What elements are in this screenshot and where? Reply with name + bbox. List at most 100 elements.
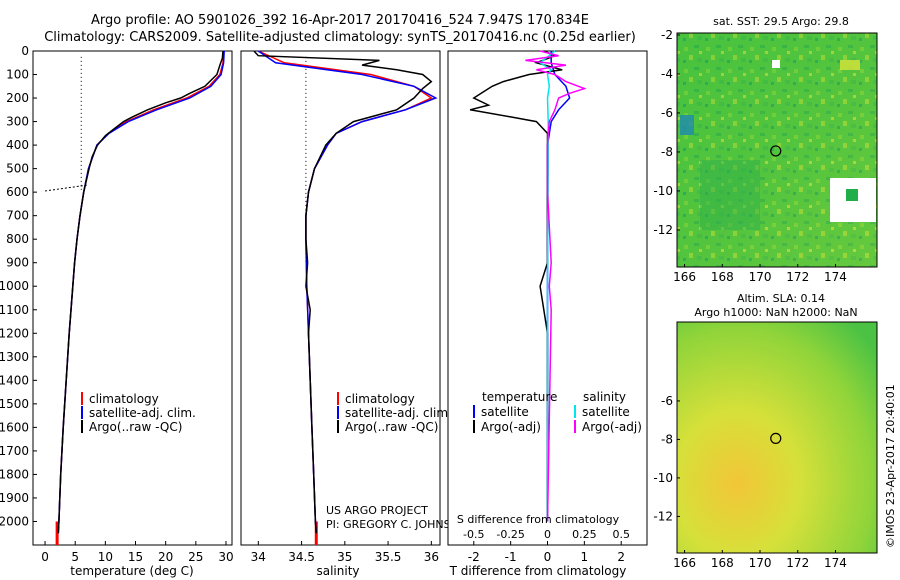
- difference-series: [469, 50, 587, 522]
- lon-tick-label: 166: [673, 270, 696, 284]
- sla-map-frame: [676, 321, 878, 554]
- pi-credit: PI: GREGORY C. JOHNSON: [326, 518, 467, 531]
- figure-title-line2: Climatology: CARS2009. Satellite-adjuste…: [44, 30, 636, 45]
- s-difference-label: S difference from climatology: [457, 513, 620, 526]
- sst-map-axes: 166 168 170 172 174 -2 -4 -6 -8 -10 -12: [653, 28, 847, 284]
- depth-tick-label: 1800: [0, 467, 29, 481]
- salinity-panel: 34 34.5 35 35.5 36 salinity climatology sate…: [240, 50, 467, 578]
- x-tick-label: -1: [505, 550, 517, 564]
- legend-title-salinity: salinity: [583, 390, 626, 404]
- sst-map-frame: [676, 32, 878, 268]
- figure-title-line1: Argo profile: AO 5901026_392 16-Apr-2017…: [91, 13, 589, 28]
- lon-tick-label: 174: [824, 556, 847, 570]
- salinity-axis-label: salinity: [316, 564, 359, 578]
- depth-tick-label: 800: [6, 232, 29, 246]
- depth-tick-label: 300: [6, 115, 29, 129]
- depth-tick-label: 900: [6, 256, 29, 270]
- depth-tick-label: 0: [21, 44, 29, 58]
- x-tick-label: 0: [544, 550, 552, 564]
- x-tick-label: -2: [468, 550, 480, 564]
- salinity-series: [253, 50, 438, 545]
- legend-temp-satellite: satellite: [481, 405, 529, 419]
- x-tick-label: 30: [218, 550, 233, 564]
- s-diff-tick-label: -0.5: [463, 528, 484, 541]
- depth-tick-label: 1500: [0, 397, 29, 411]
- depth-tick-label: 400: [6, 138, 29, 152]
- sla-map: Altim. SLA: 0.14 Argo h1000: NaN h2000: …: [653, 292, 878, 570]
- x-tick-label: 15: [128, 550, 143, 564]
- lat-tick-label: -12: [653, 223, 673, 237]
- sla-field: [677, 322, 877, 553]
- depth-tick-label: 1900: [0, 491, 29, 505]
- sla-map-title: Altim. SLA: 0.14: [737, 292, 825, 305]
- lon-tick-label: 172: [786, 270, 809, 284]
- depth-tick-label: 600: [6, 185, 29, 199]
- s-diff-tick-label: 0.25: [572, 528, 597, 541]
- depth-tick-label: 100: [6, 68, 29, 82]
- lon-tick-label: 166: [673, 556, 696, 570]
- sst-map-title: sat. SST: 29.5 Argo: 29.8: [713, 15, 849, 28]
- depth-tick-label: 1000: [0, 279, 29, 293]
- depth-tick-label: 700: [6, 209, 29, 223]
- lon-tick-label: 170: [749, 270, 772, 284]
- legend-satellite-adj-sal: satellite-adj. clim.: [345, 406, 452, 420]
- depth-tick-label: 1400: [0, 373, 29, 387]
- lon-tick-label: 168: [711, 270, 734, 284]
- depth-axis: 0 100 200 300 400 500 600 700 800 900 1000 1100 1200…: [0, 44, 37, 528]
- legend-argo-sal: Argo(..raw -QC): [345, 420, 438, 434]
- x-tick-label: 1: [581, 550, 589, 564]
- lat-tick-label: -2: [661, 28, 673, 42]
- depth-tick-label: 500: [6, 162, 29, 176]
- sla-map-axes: 166 168 170 172 174 -6 -8 -10 -12: [653, 394, 847, 570]
- legend-temp-argo: Argo(-adj): [481, 420, 541, 434]
- x-tick-label: 0: [41, 550, 49, 564]
- difference-x-axis: -2 -1 0 1 2 -0.5 -0.25 0 0.25 0.5: [463, 528, 630, 564]
- x-tick-label: 10: [98, 550, 113, 564]
- lat-tick-label: -8: [661, 145, 673, 159]
- depth-tick-label: 1600: [0, 420, 29, 434]
- temperature-axis-label: temperature (deg C): [70, 564, 193, 578]
- s-diff-tick-label: 0: [544, 528, 551, 541]
- lat-tick-label: -10: [653, 471, 673, 485]
- difference-panel: -2 -1 0 1 2 -0.5 -0.25 0 0.25 0.5 S difference fr…: [447, 50, 648, 578]
- x-tick-label: 34.5: [288, 550, 315, 564]
- legend-satellite-adj: satellite-adj. clim.: [89, 406, 196, 420]
- legend-argo: Argo(..raw -QC): [89, 420, 182, 434]
- legend-sal-satellite: satellite: [582, 405, 630, 419]
- x-tick-label: 5: [71, 550, 79, 564]
- temperature-panel: 0100200300400500600700800900100011001200…: [0, 44, 234, 578]
- s-diff-tick-label: 0.5: [612, 528, 630, 541]
- argo-location-marker: [770, 145, 782, 157]
- lon-tick-label: 168: [711, 556, 734, 570]
- depth-tick-label: 200: [6, 91, 29, 105]
- argo-location-marker-sla: [770, 432, 782, 445]
- legend-climatology: climatology: [89, 392, 159, 406]
- depth-tick-label: 1700: [0, 444, 29, 458]
- sst-map: sat. SST: 29.5 Argo: 29.8 166 168 170 172 17…: [653, 15, 878, 284]
- legend-sal-argo: Argo(-adj): [582, 420, 642, 434]
- series-salinity-argo-adj-: [525, 50, 587, 522]
- imos-stamp: ©IMOS 23-Apr-2017 20:40:01: [884, 384, 897, 548]
- legend-climatology-sal: climatology: [345, 392, 415, 406]
- temperature-legend: climatology satellite-adj. clim. Argo(..…: [81, 392, 196, 434]
- lon-tick-label: 172: [786, 556, 809, 570]
- mixed-layer-guide-h: [44, 184, 88, 192]
- x-tick-label: 25: [188, 550, 203, 564]
- series-argo-raw-qc-: [57, 50, 224, 534]
- x-tick-label: 36: [424, 550, 439, 564]
- x-tick-label: 35: [337, 550, 352, 564]
- project-credit: US ARGO PROJECT: [326, 504, 428, 517]
- temperature-x-axis: 0 5 10 15 20 25 30: [41, 541, 234, 564]
- x-tick-label: 20: [158, 550, 173, 564]
- series-argo-raw-qc-: [253, 50, 433, 534]
- lat-tick-label: -10: [653, 184, 673, 198]
- depth-tick-label: 1100: [0, 303, 29, 317]
- x-tick-label: 35.5: [375, 550, 402, 564]
- salinity-x-axis: 34 34.5 35 35.5 36: [251, 541, 439, 564]
- lat-tick-label: -6: [661, 106, 673, 120]
- lat-tick-label: -8: [661, 432, 673, 446]
- legend-title-temperature: temperature: [482, 390, 557, 404]
- lon-tick-label: 170: [749, 556, 772, 570]
- lat-tick-label: -12: [653, 509, 673, 523]
